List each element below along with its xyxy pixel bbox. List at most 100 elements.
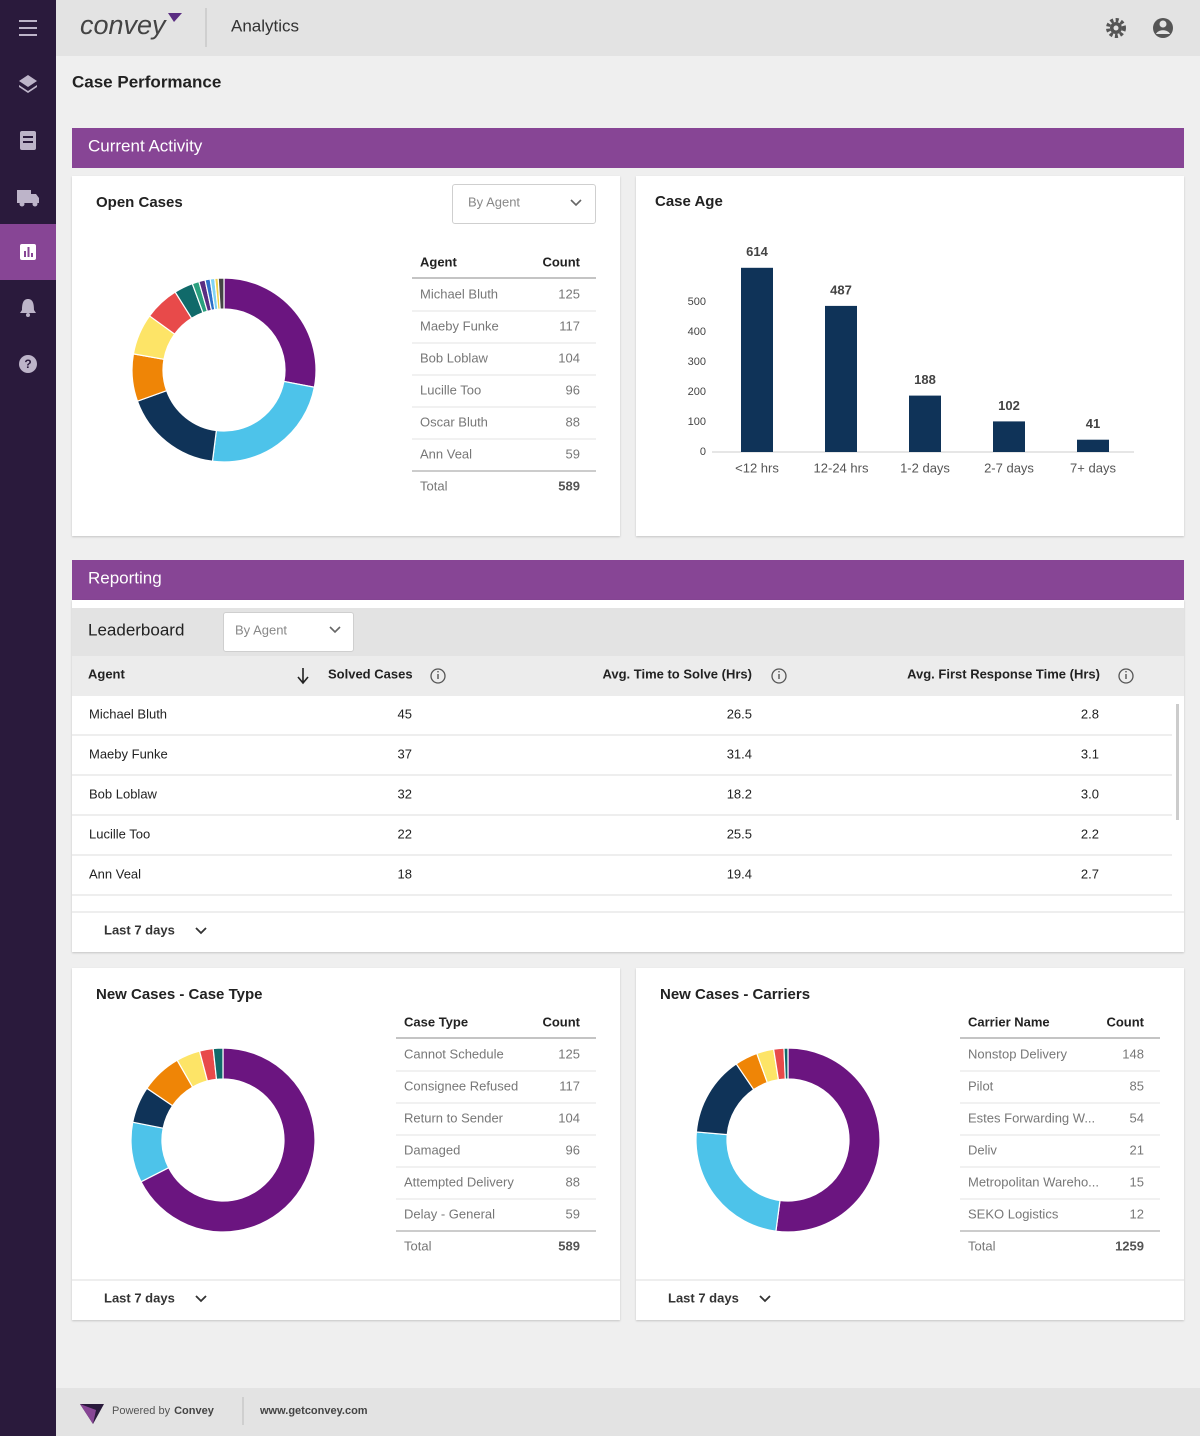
- brand: convey: [80, 10, 167, 40]
- leaderboard-columns: [72, 656, 1184, 696]
- settings-icon[interactable]: [1106, 18, 1126, 38]
- x-tick-label: 2-7 days: [984, 460, 1034, 475]
- footer-brand: Convey: [174, 1405, 215, 1417]
- layers-icon[interactable]: [19, 75, 37, 93]
- row-value: 96: [566, 382, 580, 397]
- menu-icon[interactable]: [19, 20, 37, 22]
- bar: [993, 421, 1025, 452]
- bar-value-label: 188: [914, 372, 936, 387]
- total-label: Total: [968, 1238, 996, 1253]
- row-value: 104: [558, 350, 580, 365]
- cell: Lucille Too: [89, 826, 150, 841]
- cell: 3.1: [1081, 746, 1099, 761]
- y-tick-label: 400: [688, 326, 706, 338]
- dropdown-label[interactable]: By Agent: [468, 194, 520, 209]
- page-title: Case Performance: [72, 72, 221, 91]
- truck-icon[interactable]: [17, 190, 39, 203]
- cell: 22: [398, 826, 412, 841]
- row-label: Ann Veal: [420, 446, 472, 461]
- row-label: Bob Loblaw: [420, 350, 489, 365]
- total-label: Total: [420, 478, 448, 493]
- total-value: 589: [558, 1238, 580, 1253]
- donut-slice: [140, 1047, 316, 1233]
- row-label: Pilot: [968, 1078, 994, 1093]
- total-value: 589: [558, 478, 580, 493]
- nav-icons: [17, 20, 39, 373]
- card-title: Open Cases: [96, 194, 183, 211]
- dropdown[interactable]: [452, 184, 596, 224]
- info-icon: [1118, 668, 1134, 684]
- row-label: Attempted Delivery: [404, 1174, 514, 1189]
- row-label: Metropolitan Wareho...: [968, 1174, 1099, 1189]
- chevron: [329, 626, 341, 634]
- leaderboard-title: Leaderboard: [88, 620, 184, 639]
- bar: [909, 395, 941, 452]
- sort-icon[interactable]: [297, 668, 309, 685]
- help-icon[interactable]: [19, 355, 37, 373]
- row-value: 148: [1122, 1046, 1144, 1061]
- period-select[interactable]: Last 7 days: [104, 922, 175, 937]
- x-tick-label: 7+ days: [1070, 460, 1116, 475]
- cell: Maeby Funke: [89, 746, 168, 761]
- donut-slice: [775, 1047, 881, 1233]
- donut-slice: [211, 380, 316, 463]
- total-label: Total: [404, 1238, 432, 1253]
- cell: 25.5: [727, 826, 752, 841]
- column-header: Count: [1106, 1014, 1144, 1029]
- card-title: New Cases - Carriers: [660, 986, 810, 1003]
- chevron: [195, 927, 207, 935]
- column-header[interactable]: Avg. Time to Solve (Hrs): [602, 666, 752, 681]
- total-value: 1259: [1115, 1238, 1144, 1253]
- dropdown[interactable]: [223, 612, 354, 652]
- chevron: [195, 1295, 207, 1303]
- row-value: 125: [558, 1046, 580, 1061]
- column-header[interactable]: Solved Cases: [328, 666, 413, 681]
- row-label: Delay - General: [404, 1206, 495, 1221]
- scrollbar[interactable]: [1176, 704, 1179, 820]
- row-label: Cannot Schedule: [404, 1046, 504, 1061]
- row-label: Lucille Too: [420, 382, 481, 397]
- logo-mark: [168, 13, 182, 22]
- row-label: Michael Bluth: [420, 286, 498, 301]
- cell: 2.2: [1081, 826, 1099, 841]
- footer-link[interactable]: www.getconvey.com: [259, 1405, 368, 1417]
- section-title: Current Activity: [88, 136, 203, 155]
- cell: 37: [398, 746, 412, 761]
- row-value: 85: [1130, 1078, 1144, 1093]
- row-value: 54: [1130, 1110, 1144, 1125]
- dropdown-label[interactable]: By Agent: [235, 622, 287, 637]
- period-select[interactable]: Last 7 days: [104, 1290, 175, 1305]
- bar-value-label: 614: [746, 244, 768, 259]
- row-value: 96: [566, 1142, 580, 1157]
- row-value: 59: [566, 446, 580, 461]
- row-label: Damaged: [404, 1142, 460, 1157]
- y-tick-label: 100: [688, 416, 706, 428]
- cell: Ann Veal: [89, 866, 141, 881]
- row-value: 12: [1130, 1206, 1144, 1221]
- clipboard-icon[interactable]: [20, 131, 36, 150]
- cell: 2.7: [1081, 866, 1099, 881]
- cell: 32: [398, 786, 412, 801]
- x-tick-label: 1-2 days: [900, 460, 950, 475]
- top-bar: [56, 0, 1200, 56]
- donut-slice: [212, 1047, 224, 1081]
- row-value: 15: [1130, 1174, 1144, 1189]
- row-label: Maeby Funke: [420, 318, 499, 333]
- column-header[interactable]: Avg. First Response Time (Hrs): [907, 666, 1100, 681]
- column-header: Count: [542, 1014, 580, 1029]
- donut-slice: [136, 389, 218, 462]
- row-label: SEKO Logistics: [968, 1206, 1059, 1221]
- row-label: Consignee Refused: [404, 1078, 518, 1093]
- bell-icon[interactable]: [20, 299, 36, 313]
- x-tick-label: <12 hrs: [735, 460, 779, 475]
- row-value: 59: [566, 1206, 580, 1221]
- info-icon: [778, 671, 780, 673]
- row-value: 21: [1130, 1142, 1144, 1157]
- row-label: Return to Sender: [404, 1110, 504, 1125]
- info-icon: [437, 674, 439, 679]
- bar: [825, 305, 857, 452]
- app-title: Analytics: [231, 16, 299, 35]
- bar: [741, 267, 773, 452]
- period-select[interactable]: Last 7 days: [668, 1290, 739, 1305]
- svg-text:?: ?: [24, 357, 31, 371]
